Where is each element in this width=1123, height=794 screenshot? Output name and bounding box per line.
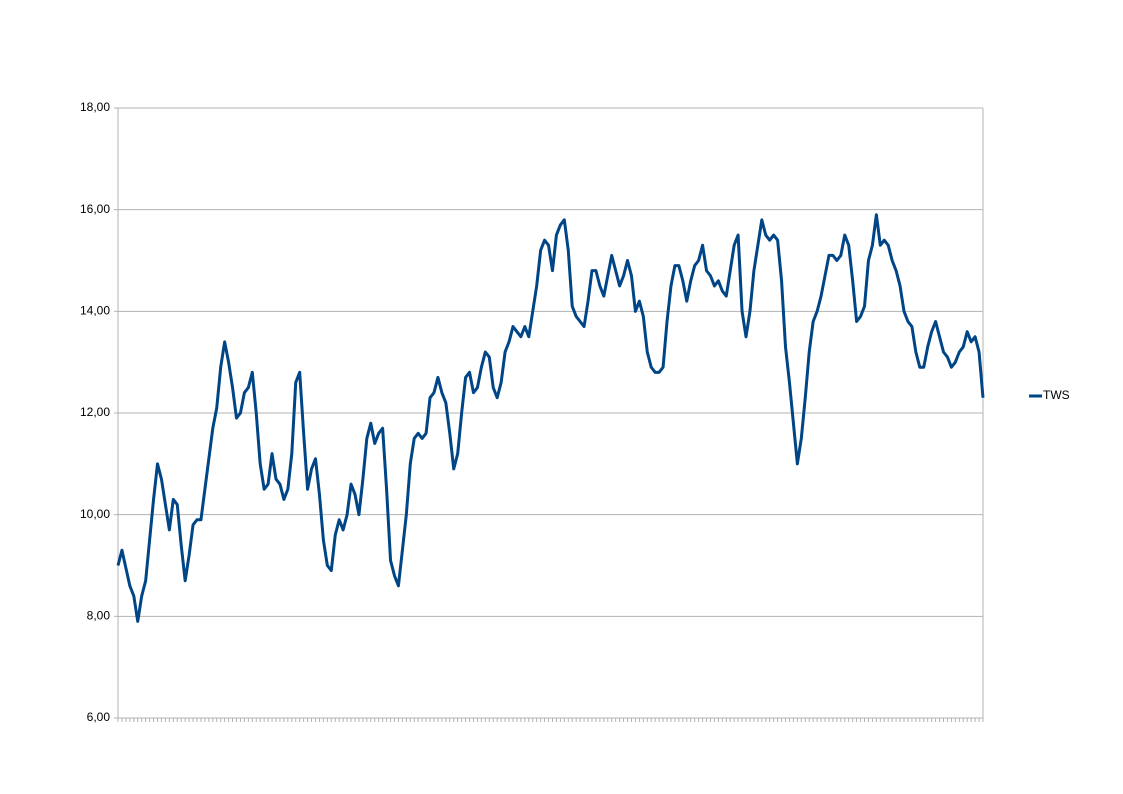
data-line	[116, 213, 985, 623]
y-tick-label: 8,00	[87, 609, 111, 623]
y-tick-label: 10,00	[80, 507, 110, 521]
y-tick-label: 6,00	[87, 710, 111, 724]
y-tick-label: 12,00	[80, 405, 110, 419]
legend-label: TWS	[1043, 388, 1070, 402]
y-tick-label: 18,00	[80, 100, 110, 114]
y-tick-label: 14,00	[80, 304, 110, 318]
y-tick-label: 16,00	[80, 202, 110, 216]
